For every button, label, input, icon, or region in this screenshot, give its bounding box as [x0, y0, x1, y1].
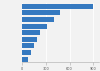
Bar: [22, 17, 54, 22]
Bar: [22, 57, 28, 62]
Bar: [22, 37, 37, 42]
Bar: [22, 10, 60, 15]
Bar: [22, 24, 47, 29]
Bar: [22, 30, 40, 35]
Bar: [22, 4, 93, 9]
Bar: [22, 43, 34, 48]
Bar: [22, 50, 31, 55]
